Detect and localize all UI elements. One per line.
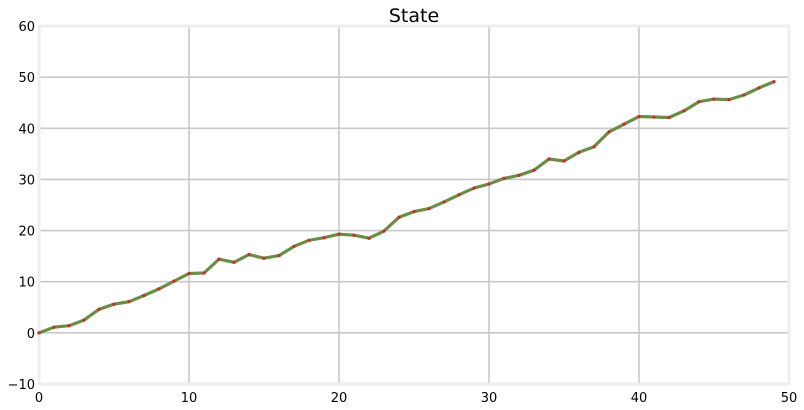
data-point: [277, 254, 281, 258]
data-point: [622, 122, 626, 126]
data-point: [742, 93, 746, 97]
data-point: [532, 168, 536, 172]
data-point: [217, 257, 221, 261]
data-point: [757, 86, 761, 90]
data-point: [82, 318, 86, 322]
plot-frame: [37, 24, 791, 386]
data-point: [367, 236, 371, 240]
x-tick-label: 40: [631, 391, 648, 406]
data-point: [472, 186, 476, 190]
y-tick-label: 60: [18, 20, 35, 35]
data-point: [517, 173, 521, 177]
data-point: [427, 206, 431, 211]
data-point: [352, 233, 356, 237]
data-point: [292, 244, 296, 249]
data-point: [97, 307, 101, 311]
data-point: [547, 157, 551, 161]
data-point: [607, 130, 611, 134]
x-tick-label: 0: [35, 391, 43, 406]
data-point: [637, 114, 641, 119]
data-point: [457, 193, 461, 197]
data-point: [592, 145, 596, 149]
data-point: [397, 215, 401, 219]
data-point: [652, 115, 656, 119]
data-point: [37, 331, 41, 335]
data-point: [667, 115, 671, 120]
data-point: [442, 200, 446, 204]
data-point: [232, 260, 236, 264]
data-point: [502, 176, 506, 181]
data-point: [187, 271, 191, 276]
y-tick-label: 0: [27, 327, 35, 342]
data-point: [337, 232, 341, 236]
data-point: [697, 100, 701, 104]
data-point: [157, 287, 161, 291]
data-point: [562, 159, 566, 163]
y-tick-label: 40: [18, 122, 35, 137]
axes-frame: [37, 24, 791, 386]
x-tick-label: 50: [781, 391, 798, 406]
series-line: [37, 80, 776, 335]
data-point: [712, 97, 716, 101]
y-tick-label: −10: [8, 378, 35, 393]
y-axis-tick-labels: −10 0 10 20 30 40 50 60: [8, 20, 35, 393]
data-point: [322, 236, 326, 240]
data-point: [772, 80, 776, 84]
data-point: [382, 229, 386, 233]
chart-title: State: [389, 5, 439, 27]
data-point: [262, 256, 266, 260]
data-point: [577, 150, 581, 154]
data-point: [52, 325, 56, 329]
data-point: [127, 300, 131, 304]
x-tick-label: 10: [181, 391, 198, 406]
data-point: [172, 279, 176, 283]
data-point: [67, 324, 71, 328]
x-tick-label: 20: [331, 391, 348, 406]
series-layer: [37, 80, 776, 335]
y-tick-label: 10: [18, 276, 35, 291]
data-point: [727, 98, 731, 102]
data-point: [247, 253, 251, 257]
y-tick-label: 20: [18, 225, 35, 240]
data-point: [412, 210, 416, 214]
data-point: [142, 293, 146, 298]
x-tick-label: 30: [481, 391, 498, 406]
data-point: [487, 182, 491, 186]
y-tick-label: 50: [18, 71, 35, 86]
data-point: [307, 238, 311, 242]
data-point: [202, 271, 206, 275]
data-point: [112, 302, 116, 306]
data-point: [682, 109, 686, 113]
y-tick-label: 30: [18, 173, 35, 188]
x-axis-tick-labels: 0 10 20 30 40 50: [35, 391, 797, 406]
